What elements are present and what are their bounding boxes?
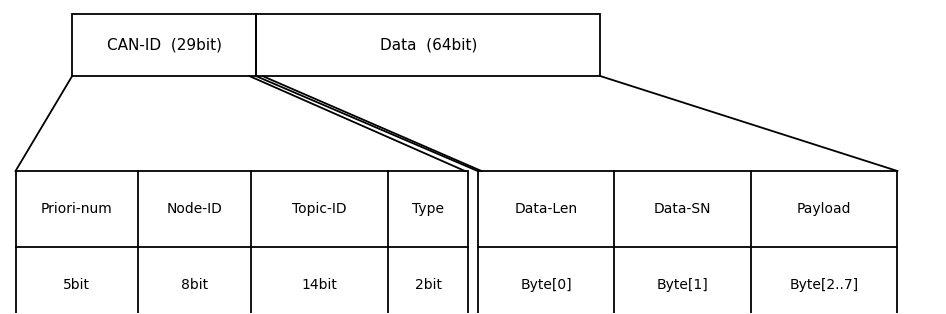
Text: Data  (64bit): Data (64bit): [379, 37, 477, 52]
Text: Byte[0]: Byte[0]: [520, 279, 572, 292]
Text: Byte[2..7]: Byte[2..7]: [790, 279, 859, 292]
Text: 2bit: 2bit: [414, 279, 442, 292]
Text: Byte[1]: Byte[1]: [657, 279, 709, 292]
Text: CAN-ID  (29bit): CAN-ID (29bit): [107, 37, 221, 52]
Text: 5bit: 5bit: [63, 279, 91, 292]
Text: Type: Type: [412, 202, 445, 216]
Bar: [256, 14, 601, 76]
Text: Priori-num: Priori-num: [41, 202, 113, 216]
Text: Topic-ID: Topic-ID: [292, 202, 347, 216]
Text: Data-Len: Data-Len: [515, 202, 578, 216]
Text: Payload: Payload: [797, 202, 851, 216]
Bar: [72, 14, 256, 76]
Text: Node-ID: Node-ID: [166, 202, 222, 216]
Bar: [478, 171, 898, 314]
Text: 8bit: 8bit: [182, 279, 208, 292]
Bar: [15, 171, 468, 314]
Text: Data-SN: Data-SN: [654, 202, 711, 216]
Text: 14bit: 14bit: [302, 279, 338, 292]
